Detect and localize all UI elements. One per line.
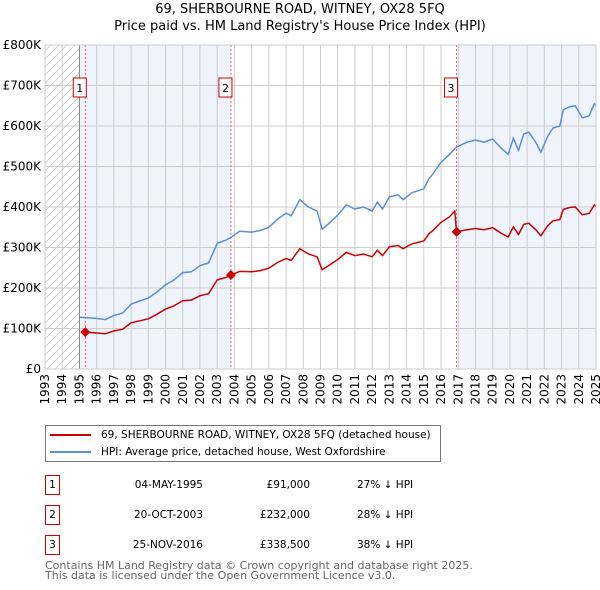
sale-number: 1 xyxy=(45,475,60,495)
sale-row-2: 2 20-OCT-2003 £232,000 28% ↓ HPI xyxy=(45,505,465,525)
y-tick-label: £200K xyxy=(3,281,43,295)
x-tick-label: 2002 xyxy=(193,374,207,405)
sale-point xyxy=(451,226,462,237)
sale-date: 04-MAY-1995 xyxy=(134,479,203,491)
y-tick-label: £100K xyxy=(3,322,43,336)
x-tick-label: 2003 xyxy=(210,374,224,405)
chart-subtitle: Price paid vs. HM Land Registry's House … xyxy=(114,19,486,34)
footer-licence: This data is licensed under the Open Gov… xyxy=(45,569,396,582)
x-tick-label: 2014 xyxy=(400,374,414,405)
x-tick-label: 2011 xyxy=(348,374,362,405)
sale-point xyxy=(225,270,236,281)
sale-label-box xyxy=(72,77,87,98)
x-tick-label: 1996 xyxy=(90,374,104,405)
x-tick-label: 2015 xyxy=(417,374,431,405)
x-tick-label: 2025 xyxy=(589,374,600,405)
x-tick-label: 2005 xyxy=(245,374,259,405)
x-tick-label: 2012 xyxy=(365,374,379,405)
y-tick-label: £300K xyxy=(3,241,43,255)
sale-hpi-diff: 27% ↓ HPI xyxy=(357,479,414,491)
legend-item-property: 69, SHERBOURNE ROAD, WITNEY, OX28 5FQ (d… xyxy=(50,427,431,443)
sale-label-number: 2 xyxy=(222,82,229,95)
x-tick-label: 2008 xyxy=(296,374,310,405)
x-tick-label: 1994 xyxy=(55,374,69,405)
sale-label-number: 3 xyxy=(448,82,455,95)
x-tick-label: 2009 xyxy=(314,374,328,405)
y-tick-label: £400K xyxy=(3,200,43,214)
x-tick-label: 2010 xyxy=(331,374,345,405)
legend-item-hpi: HPI: Average price, detached house, West… xyxy=(50,444,386,460)
x-tick-label: 2001 xyxy=(176,374,190,405)
x-tick-label: 2022 xyxy=(537,374,551,405)
legend-label-hpi: HPI: Average price, detached house, West… xyxy=(101,446,386,458)
legend-swatch-property xyxy=(50,434,91,436)
x-tick-label: 2017 xyxy=(451,374,465,405)
footer-copyright: Contains HM Land Registry data © Crown c… xyxy=(45,559,473,572)
y-tick-label: £500K xyxy=(3,160,43,174)
sale-price: £232,000 xyxy=(259,509,310,521)
x-tick-label: 1999 xyxy=(141,374,155,405)
series-line-property xyxy=(85,203,597,335)
sale-date: 20-OCT-2003 xyxy=(134,509,203,521)
x-tick-label: 1995 xyxy=(72,374,86,405)
x-tick-label: 2020 xyxy=(503,374,517,405)
x-tick-label: 2013 xyxy=(382,374,396,405)
x-tick-label: 2023 xyxy=(555,374,569,405)
sale-hpi-diff: 28% ↓ HPI xyxy=(357,509,414,521)
y-tick-label: £0 xyxy=(26,362,41,376)
x-tick-label: 2024 xyxy=(572,374,586,405)
y-tick-label: £700K xyxy=(3,79,43,93)
x-tick-label: 1993 xyxy=(38,374,52,405)
x-tick-label: 2004 xyxy=(227,374,241,405)
sale-label-box xyxy=(218,77,233,98)
y-tick-label: £800K xyxy=(3,38,43,52)
sale-row-1: 1 04-MAY-1995 £91,000 27% ↓ HPI xyxy=(45,475,465,495)
sale-label-box xyxy=(444,77,459,98)
x-tick-label: 2000 xyxy=(159,374,173,405)
legend-swatch-hpi xyxy=(50,451,91,453)
sale-date: 25-NOV-2016 xyxy=(132,539,203,551)
sale-number: 3 xyxy=(45,535,60,555)
x-tick-label: 2021 xyxy=(520,374,534,405)
x-tick-label: 2016 xyxy=(434,374,448,405)
x-tick-label: 2006 xyxy=(262,374,276,405)
x-tick-label: 2019 xyxy=(486,374,500,405)
x-tick-label: 1998 xyxy=(124,374,138,405)
x-tick-label: 2007 xyxy=(279,374,293,405)
plot-frame xyxy=(44,44,597,370)
sale-label-number: 1 xyxy=(76,82,83,95)
legend: 69, SHERBOURNE ROAD, WITNEY, OX28 5FQ (d… xyxy=(45,425,441,462)
price-chart: 1993 1994 1995 1996 1997 1998 1999 2000 2001 2002… xyxy=(3,38,600,405)
x-tick-label: 1997 xyxy=(107,374,121,405)
sale-point xyxy=(80,327,91,338)
sale-hpi-diff: 38% ↓ HPI xyxy=(357,539,414,551)
series-line-hpi xyxy=(79,102,597,321)
y-tick-label: £600K xyxy=(3,119,43,133)
sale-row-3: 3 25-NOV-2016 £338,500 38% ↓ HPI xyxy=(45,535,465,555)
legend-label-property: 69, SHERBOURNE ROAD, WITNEY, OX28 5FQ (d… xyxy=(101,429,431,441)
chart-title: 69, SHERBOURNE ROAD, WITNEY, OX28 5FQ xyxy=(155,2,445,17)
sale-price: £91,000 xyxy=(266,479,310,491)
x-tick-label: 2018 xyxy=(468,374,482,405)
sale-price: £338,500 xyxy=(259,539,310,551)
sale-number: 2 xyxy=(45,505,60,525)
